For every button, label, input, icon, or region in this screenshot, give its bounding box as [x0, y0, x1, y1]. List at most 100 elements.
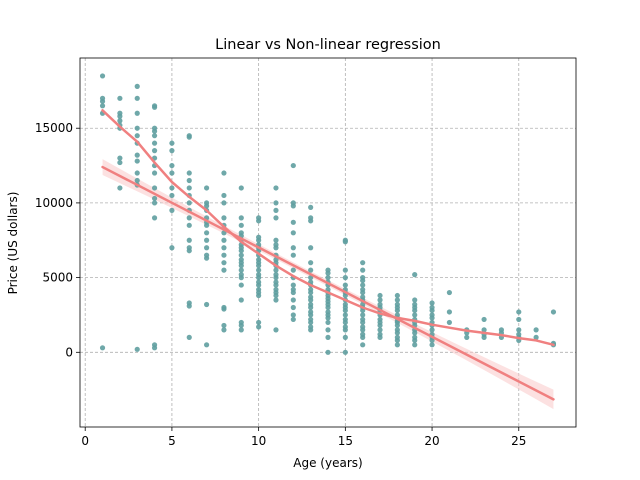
data-point [256, 237, 262, 243]
data-point [99, 98, 106, 104]
data-point [151, 128, 158, 134]
data-point [290, 162, 296, 169]
data-point [342, 275, 348, 281]
data-point [481, 327, 487, 333]
data-point [429, 327, 435, 333]
data-point [377, 327, 383, 333]
plot-frame [79, 57, 577, 428]
x-ticks: 0 5 10 15 20 25 [81, 427, 526, 448]
data-point [186, 134, 192, 140]
y-tick-label: 15000 [35, 121, 73, 135]
data-point [256, 292, 262, 299]
data-point [238, 275, 244, 281]
data-point [204, 237, 210, 243]
nonlinear-regression-curve [101, 109, 555, 347]
data-point [308, 260, 314, 266]
data-point [273, 215, 279, 221]
data-point [221, 200, 227, 206]
data-point [221, 252, 227, 258]
data-point [134, 83, 140, 89]
data-point [377, 297, 383, 303]
data-point [429, 300, 435, 306]
data-point [99, 73, 106, 79]
data-point [151, 195, 158, 202]
data-point [238, 222, 244, 228]
data-point [256, 275, 262, 281]
data-point [290, 304, 296, 311]
data-point [290, 312, 296, 318]
data-point [186, 170, 192, 176]
data-point [325, 327, 331, 333]
data-point [290, 282, 296, 288]
data-point [429, 315, 435, 321]
data-point [308, 204, 314, 210]
data-point [360, 277, 366, 284]
data-point [117, 95, 123, 101]
data-point [186, 334, 192, 340]
data-point [169, 207, 175, 213]
data-point [221, 306, 227, 312]
data-point [117, 159, 123, 166]
data-point [204, 185, 210, 191]
data-point [342, 292, 348, 299]
data-point [342, 307, 348, 314]
data-point [394, 337, 400, 343]
data-point [134, 346, 140, 352]
x-tick-label: 10 [251, 434, 266, 448]
data-point [238, 215, 244, 221]
data-point [221, 260, 227, 266]
data-point [377, 322, 383, 329]
data-point [186, 215, 192, 221]
data-point [342, 239, 348, 245]
data-point [308, 297, 314, 303]
data-point [169, 185, 175, 191]
data-point [273, 200, 279, 206]
data-point [151, 215, 158, 221]
data-point [325, 319, 331, 326]
data-point [117, 118, 123, 124]
data-point [221, 322, 227, 329]
data-point [342, 312, 348, 318]
data-point [238, 263, 244, 269]
y-tick-label: 5000 [42, 271, 73, 285]
data-point [308, 327, 314, 333]
data-point [394, 342, 400, 348]
data-point [134, 170, 140, 176]
data-point [169, 148, 175, 154]
data-point [516, 309, 522, 315]
data-point [412, 337, 418, 343]
data-point [221, 245, 227, 251]
x-tick-label: 25 [511, 434, 526, 448]
data-point [429, 342, 435, 348]
data-point [394, 322, 400, 329]
data-point [533, 334, 539, 340]
data-point [516, 316, 522, 323]
data-point [238, 185, 244, 191]
data-point [360, 327, 366, 333]
data-point [360, 334, 366, 340]
data-point [429, 307, 435, 314]
data-point [221, 327, 227, 333]
data-point [342, 327, 348, 333]
data-point [290, 316, 296, 323]
data-point [342, 349, 348, 355]
data-point [117, 113, 123, 119]
data-point [412, 342, 418, 348]
data-point [533, 327, 539, 333]
data-point [308, 289, 314, 296]
data-point [412, 272, 418, 278]
data-point [238, 252, 244, 258]
data-point [256, 218, 262, 224]
data-point [204, 203, 210, 209]
data-point [360, 260, 366, 266]
y-ticks: 0 5000 10000 15000 [35, 121, 80, 359]
x-axis-label: Age (years) [293, 456, 362, 470]
data-point [186, 237, 192, 243]
data-point [151, 104, 158, 110]
data-point [446, 289, 452, 296]
data-point [151, 140, 158, 146]
data-point [204, 342, 210, 348]
y-tick-label: 10000 [35, 196, 73, 210]
data-point [117, 185, 123, 191]
